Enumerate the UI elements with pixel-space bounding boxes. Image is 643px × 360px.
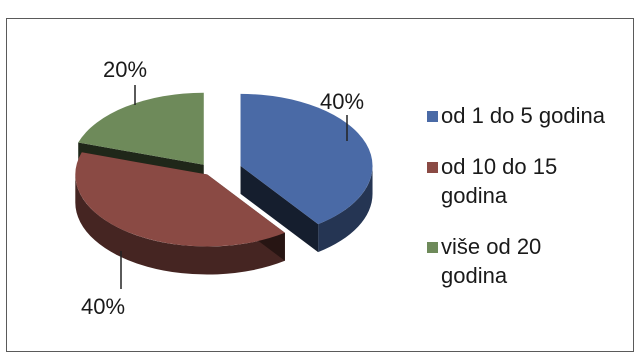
pie-slice-2 — [75, 152, 285, 275]
legend-item-od-1-do-5: od 1 do 5 godina — [427, 101, 637, 130]
legend-label-2-line2: godina — [441, 183, 508, 208]
pie-slice-top-3 — [78, 92, 204, 165]
pie-slice-top-2 — [75, 152, 285, 247]
pie-slice-side-1 — [318, 165, 373, 253]
pie-slice-1 — [240, 93, 373, 253]
legend-item-vise-od-20: više od 20 godina — [427, 232, 637, 290]
pie-slice-face-1-1 — [240, 165, 319, 253]
data-label-3: 20% — [103, 57, 147, 82]
legend-item-od-10-do-15: od 10 do 15 godina — [427, 152, 637, 210]
legend-label-1: od 1 do 5 godina — [441, 103, 605, 128]
data-label-1: 40% — [320, 89, 364, 114]
legend-swatch-green — [427, 242, 438, 253]
pie-chart: 40% 40% 20% — [75, 57, 373, 319]
pie-slice-top-1 — [240, 93, 373, 225]
legend: od 1 do 5 godina od 10 do 15 godina više… — [427, 101, 637, 312]
legend-label-3-line2: godina — [441, 263, 508, 288]
chart-area: 40% 40% 20% od 1 do 5 godina od 10 do 15 g… — [6, 18, 634, 352]
legend-swatch-red — [427, 162, 438, 173]
legend-label-2-line1: od 10 do 15 — [441, 154, 558, 179]
legend-swatch-blue — [427, 111, 438, 122]
legend-label-3-line1: više od 20 — [441, 234, 542, 259]
data-label-2: 40% — [81, 294, 125, 319]
pie-slice-side-2 — [75, 174, 285, 275]
